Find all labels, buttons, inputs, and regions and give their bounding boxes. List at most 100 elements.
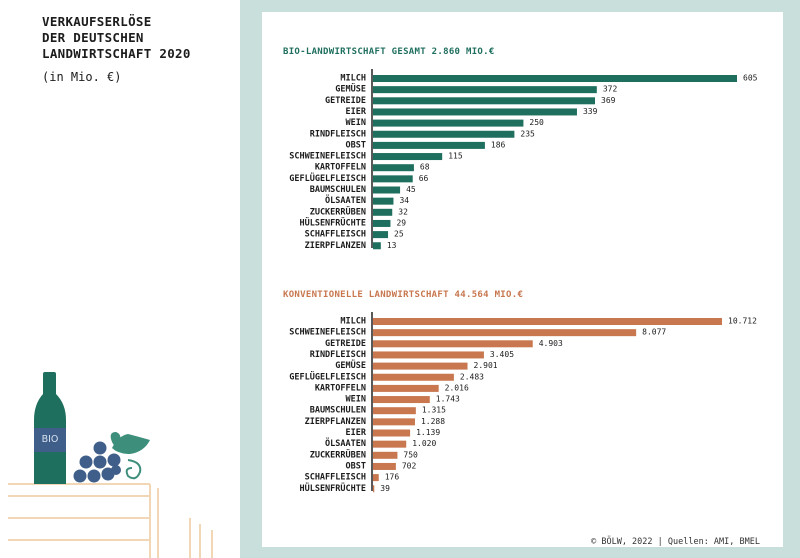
konv-bar: [373, 429, 411, 437]
source-footer: © BÖLW, 2022 | Quellen: AMI, BMEL: [591, 537, 760, 547]
konv-bar: [373, 396, 430, 404]
bio-category-label: KARTOFFELN: [315, 163, 366, 173]
bio-bar: [373, 119, 524, 127]
bio-category-label: RINDFLEISCH: [310, 129, 366, 139]
konv-bar: [373, 384, 439, 392]
bio-value-label: 29: [396, 218, 406, 227]
bottle-label: BIO: [41, 434, 59, 445]
konv-category-label: ZUCKERRÜBEN: [310, 449, 366, 460]
bio-category-label: GETREIDE: [325, 96, 366, 106]
bio-bar: [373, 208, 393, 216]
konv-value-label: 2.016: [445, 383, 469, 392]
konv-bar: [373, 418, 415, 426]
bio-bar: [373, 153, 443, 161]
bio-value-label: 68: [420, 163, 430, 172]
bio-category-label: GEMÜSE: [335, 84, 366, 95]
bio-value-label: 32: [398, 207, 408, 216]
konv-category-label: RINDFLEISCH: [310, 350, 366, 360]
konv-bar: [373, 485, 375, 493]
konv-category-label: OBST: [346, 461, 366, 471]
bio-bar: [373, 231, 389, 239]
konv-value-label: 1.315: [422, 406, 446, 415]
konv-category-label: WEIN: [346, 395, 366, 405]
bio-category-label: ZIERPFLANZEN: [305, 241, 366, 251]
grapes-illustration: [73, 432, 150, 483]
konv-bar: [373, 451, 398, 459]
bottle-illustration: [34, 372, 66, 484]
konv-category-label: GEFLÜGELFLEISCH: [289, 371, 366, 382]
konv-chart-title: KONVENTIONELLE LANDWIRTSCHAFT 44.564 MIO…: [283, 290, 524, 300]
bio-bar: [373, 97, 596, 105]
konv-value-label: 39: [380, 484, 390, 493]
konv-category-label: SCHAFFLEISCH: [305, 473, 366, 483]
konv-category-label: EIER: [346, 428, 367, 438]
bio-value-label: 369: [601, 96, 616, 105]
illustration: [8, 372, 213, 558]
konv-bar: [373, 340, 533, 348]
crate-illustration: [8, 483, 213, 558]
bio-category-label: EIER: [346, 107, 367, 117]
konv-category-label: MILCH: [340, 317, 366, 327]
bio-value-label: 45: [406, 185, 416, 194]
konv-value-label: 8.077: [642, 328, 666, 337]
bio-category-label: MILCH: [340, 74, 366, 84]
bio-chart-title: BIO-LANDWIRTSCHAFT GESAMT 2.860 MIO.€: [283, 47, 495, 57]
konv-value-label: 1.139: [416, 428, 440, 437]
konv-value-label: 750: [403, 450, 418, 459]
bio-value-label: 115: [448, 152, 463, 161]
bio-category-label: GEFLÜGELFLEISCH: [289, 173, 366, 184]
konv-value-label: 2.901: [474, 361, 498, 370]
bio-value-label: 34: [399, 196, 409, 205]
konv-bar: [373, 373, 454, 381]
konv-category-label: SCHWEINEFLEISCH: [289, 328, 366, 338]
bio-bar: [373, 186, 401, 194]
bio-category-label: ZUCKERRÜBEN: [310, 206, 366, 217]
bio-bar: [373, 108, 577, 116]
konv-value-label: 1.020: [412, 439, 436, 448]
konv-value-label: 702: [402, 461, 417, 470]
bio-category-label: SCHAFFLEISCH: [305, 230, 366, 240]
konv-category-label: BAUMSCHULEN: [310, 406, 366, 416]
title-line-2: DER DEUTSCHEN: [42, 30, 144, 45]
bio-value-label: 235: [520, 129, 535, 138]
bio-value-label: 66: [419, 174, 429, 183]
konv-category-label: ÖLSAATEN: [325, 438, 366, 449]
konv-bar: [373, 474, 379, 482]
bio-bar: [373, 75, 737, 82]
bio-value-label: 25: [394, 230, 404, 239]
konv-value-label: 1.288: [421, 417, 445, 426]
bio-category-label: ÖLSAATEN: [325, 195, 366, 206]
title-line-1: VERKAUFSERLÖSE: [42, 14, 152, 29]
title-line-3: LANDWIRTSCHAFT 2020: [42, 46, 191, 61]
konv-value-label: 3.405: [490, 350, 514, 359]
konv-value-label: 2.483: [460, 372, 484, 381]
bio-category-label: WEIN: [346, 118, 366, 128]
konv-category-label: GETREIDE: [325, 339, 366, 349]
bio-bar: [373, 242, 381, 250]
bio-category-label: OBST: [346, 140, 366, 150]
bio-bar: [373, 175, 413, 183]
bio-value-label: 250: [529, 118, 544, 127]
konv-bar: [373, 362, 468, 370]
bio-bar: [373, 86, 597, 94]
konv-bar: [373, 407, 416, 415]
unit-label: (in Mio. €): [42, 70, 122, 84]
bio-value-label: 605: [743, 74, 758, 83]
konv-category-label: GEMÜSE: [335, 360, 366, 371]
konv-value-label: 176: [385, 473, 400, 482]
konv-bar: [373, 329, 637, 337]
konv-bar: [373, 440, 407, 448]
konv-value-label: 1.743: [436, 395, 460, 404]
konv-category-label: KARTOFFELN: [315, 383, 366, 393]
bio-bar: [373, 197, 394, 205]
left-panel: VERKAUFSERLÖSE DER DEUTSCHEN LANDWIRTSCH…: [0, 0, 240, 558]
konv-chart: MILCH 10.712 SCHWEINEFLEISCH 8.077 GETREIDE 4…: [289, 312, 757, 494]
bio-chart: MILCH 605 GEMÜSE 372 GETREIDE 369 EIER 339 WEIN 2…: [289, 69, 758, 251]
konv-bar: [373, 462, 396, 470]
bio-bar: [373, 219, 391, 227]
bio-category-label: BAUMSCHULEN: [310, 185, 366, 195]
bio-bar: [373, 130, 515, 138]
bio-bar: [373, 141, 485, 149]
bio-value-label: 339: [583, 107, 598, 116]
